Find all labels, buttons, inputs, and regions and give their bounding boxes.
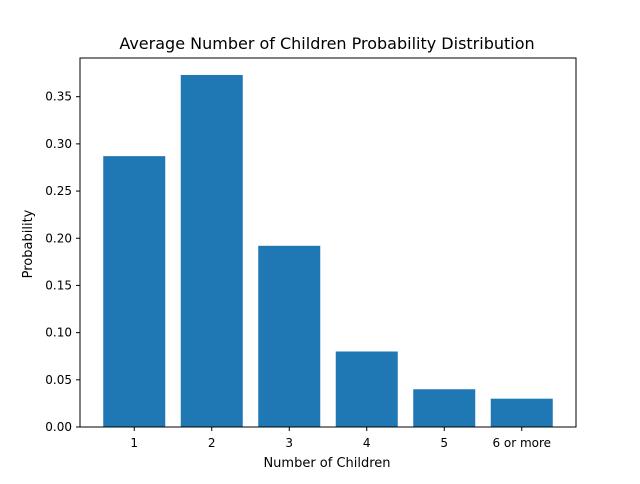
- bar-3: [258, 245, 321, 427]
- y-tick-label: 0.15: [45, 278, 72, 292]
- x-tick-label: 3: [285, 436, 293, 450]
- y-axis-label: Probability: [21, 209, 36, 278]
- x-tick-label: 1: [130, 436, 138, 450]
- axes-frame: [79, 57, 577, 428]
- bar-5: [413, 389, 476, 427]
- y-tick-label: 0.00: [45, 420, 72, 434]
- bar-4: [335, 351, 398, 427]
- x-axis-label: Number of Children: [263, 456, 390, 471]
- bars-group: [103, 74, 553, 428]
- y-tick-label: 0.10: [45, 326, 72, 340]
- bar-2: [180, 74, 243, 427]
- x-ticks-group: 1 2 3 4 5 6 or more: [130, 427, 551, 450]
- x-tick-label: 4: [363, 436, 371, 450]
- y-tick-label: 0.05: [45, 373, 72, 387]
- y-tick-label: 0.35: [45, 90, 72, 104]
- chart-title: Average Number of Children Probability D…: [119, 34, 534, 53]
- bar-6: [490, 398, 553, 427]
- x-tick-label: 6 or more: [492, 436, 551, 450]
- x-tick-label: 2: [208, 436, 216, 450]
- x-tick-label: 5: [440, 436, 448, 450]
- y-ticks-group: 0.00 0.05 0.10 0.15 0.20 0.25 0.30 0.35: [45, 90, 80, 434]
- y-tick-label: 0.30: [45, 137, 72, 151]
- y-tick-label: 0.20: [45, 231, 72, 245]
- y-tick-label: 0.25: [45, 184, 72, 198]
- bar-1: [103, 156, 166, 428]
